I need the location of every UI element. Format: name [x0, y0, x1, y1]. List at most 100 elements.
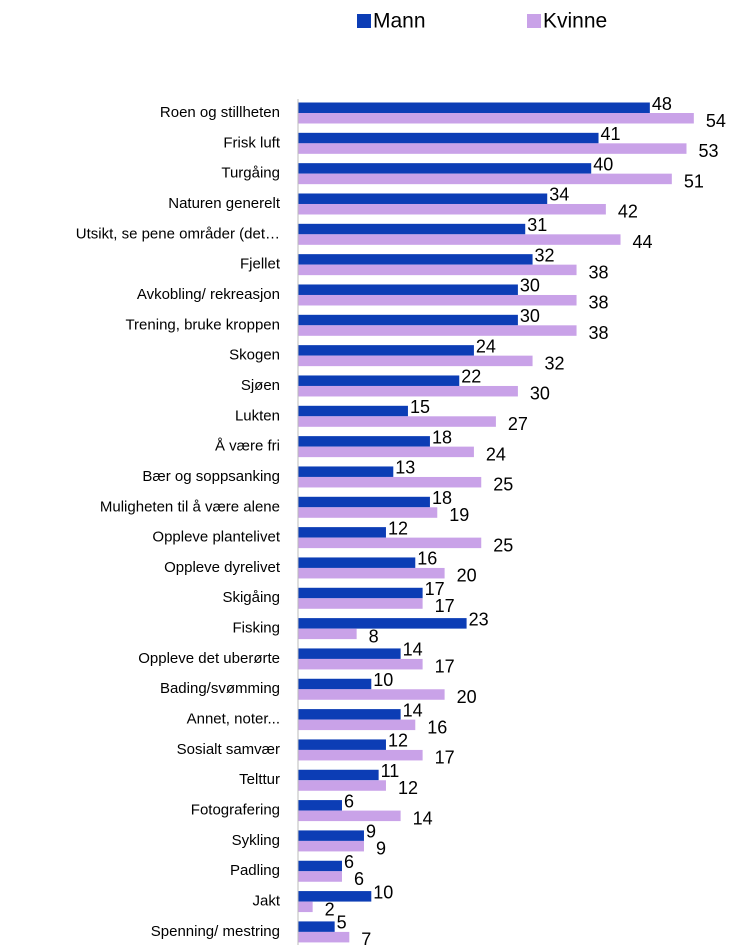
value-label: 8 — [369, 626, 379, 646]
value-label: 11 — [381, 761, 400, 781]
category-label: Å være fri — [215, 438, 280, 455]
value-label: 6 — [344, 791, 354, 811]
category-label: Sjøen — [241, 377, 280, 394]
value-label: 54 — [706, 111, 726, 131]
bar — [298, 496, 430, 508]
bar — [298, 203, 606, 215]
value-label: 2 — [325, 899, 335, 919]
bar — [298, 901, 313, 913]
value-label: 12 — [388, 518, 408, 538]
category-label: Fisking — [232, 620, 280, 637]
value-label: 14 — [403, 700, 423, 720]
category-label: Naturen generelt — [168, 195, 281, 212]
value-label: 38 — [589, 323, 609, 343]
category-label: Oppleve plantelivet — [152, 529, 280, 546]
bar — [298, 921, 335, 932]
value-label: 7 — [361, 930, 371, 945]
value-label: 24 — [486, 444, 506, 464]
category-label: Bading/svømming — [160, 680, 280, 697]
bar — [298, 769, 379, 781]
value-label: 6 — [344, 852, 354, 872]
value-label: 10 — [373, 670, 393, 690]
value-label: 17 — [425, 579, 445, 599]
bar — [298, 345, 474, 356]
bar — [298, 436, 430, 447]
value-label: 32 — [535, 245, 555, 265]
value-label: 38 — [589, 262, 609, 282]
bar — [298, 567, 445, 579]
value-label: 17 — [435, 748, 455, 768]
value-label: 25 — [493, 535, 513, 555]
bar — [298, 416, 496, 427]
bar — [298, 507, 438, 518]
category-label: Skigåing — [222, 589, 280, 606]
bar — [298, 132, 599, 144]
value-label: 42 — [618, 202, 638, 222]
bar — [298, 476, 482, 488]
bar — [298, 800, 342, 811]
bar — [298, 749, 423, 761]
bar — [298, 527, 386, 538]
bar — [298, 860, 342, 872]
value-label: 25 — [493, 475, 513, 495]
bar — [298, 557, 416, 568]
legend-swatch — [527, 14, 541, 28]
value-label: 30 — [520, 276, 540, 296]
value-label: 30 — [520, 306, 540, 326]
bar — [298, 719, 416, 731]
category-label: Sykling — [232, 832, 280, 849]
category-label: Bær og soppsanking — [142, 468, 280, 485]
value-label: 9 — [376, 839, 386, 859]
bar — [298, 678, 372, 690]
category-label: Muligheten til å være alene — [100, 498, 280, 515]
bar — [298, 143, 687, 154]
bar — [298, 223, 526, 235]
bar — [298, 314, 518, 326]
value-label: 16 — [427, 717, 447, 737]
value-label: 38 — [589, 293, 609, 313]
bar — [298, 840, 364, 852]
value-label: 51 — [684, 171, 704, 191]
bar — [298, 931, 350, 943]
bar — [298, 739, 386, 750]
bar — [298, 537, 482, 549]
category-label: Padling — [230, 862, 280, 879]
value-label: 18 — [432, 488, 452, 508]
value-label: 13 — [395, 458, 415, 478]
value-label: 9 — [366, 822, 376, 842]
value-label: 53 — [698, 141, 718, 161]
bar — [298, 628, 357, 640]
bar — [298, 689, 445, 700]
bar — [298, 284, 518, 295]
value-label: 34 — [549, 185, 569, 205]
value-label: 19 — [449, 505, 469, 525]
bar — [298, 587, 423, 599]
value-label: 23 — [469, 609, 489, 629]
bar — [298, 648, 401, 659]
category-label: Lukten — [235, 407, 280, 424]
category-label: Telttur — [239, 771, 280, 788]
category-label: Sosialt samvær — [177, 741, 280, 758]
value-label: 12 — [388, 731, 408, 751]
value-label: 17 — [435, 657, 455, 677]
value-label: 12 — [398, 778, 418, 798]
bar — [298, 264, 577, 276]
bar — [298, 294, 577, 306]
category-label: Avkobling/ rekreasjon — [137, 286, 280, 303]
category-label: Utsikt, se pene områder (det… — [76, 225, 280, 242]
value-label: 14 — [413, 808, 433, 828]
bar — [298, 325, 577, 336]
bar — [298, 102, 650, 113]
legend-swatch — [357, 14, 371, 28]
bar — [298, 163, 592, 174]
value-label: 27 — [508, 414, 528, 434]
value-label: 24 — [476, 336, 496, 356]
bar — [298, 618, 467, 629]
value-label: 40 — [593, 154, 613, 174]
bar — [298, 709, 401, 720]
value-label: 16 — [417, 549, 437, 569]
value-label: 20 — [457, 566, 477, 586]
value-label: 18 — [432, 427, 452, 447]
bar — [298, 466, 394, 477]
